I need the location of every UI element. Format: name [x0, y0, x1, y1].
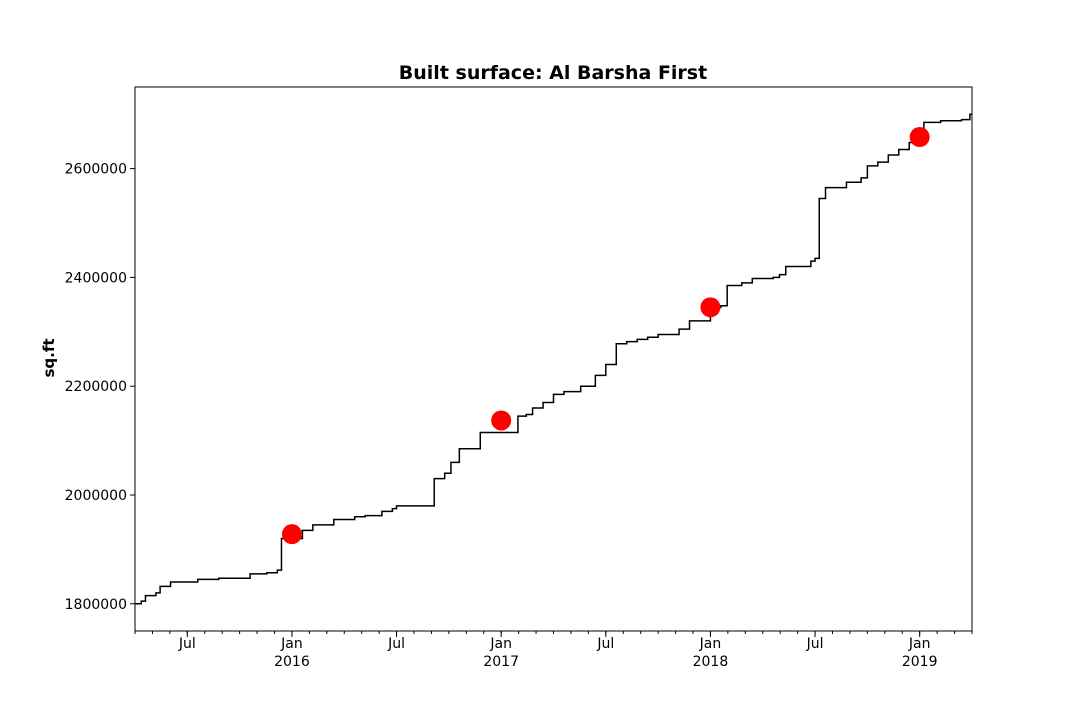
x-tick-label: Jan [908, 636, 931, 652]
y-tick-label: 2200000 [65, 379, 127, 395]
data-point-marker [909, 127, 930, 148]
x-tick-label: Jan [699, 636, 722, 652]
data-point-marker [700, 297, 721, 318]
x-tick-year-label: 2016 [274, 654, 310, 670]
y-axis-label: sq.ft [40, 338, 58, 377]
x-tick-label: Jul [178, 636, 196, 652]
series-layer [135, 113, 972, 605]
y-axis: 1800000 2000000 2200000 2400000 2600000 [65, 162, 135, 613]
x-tick-year-label: 2018 [693, 654, 729, 670]
x-tick-label: Jan [489, 636, 512, 652]
plot-frame [134, 86, 973, 632]
series-line [135, 113, 972, 605]
x-axis: Jul Jan 2016 Jul Jan 2017 Jul Jan 2018 Jul Jan 2019 [134, 631, 973, 670]
data-point-marker [491, 410, 512, 431]
chart-title: Built surface: Al Barsha First [399, 62, 707, 84]
y-tick-label: 2600000 [65, 162, 127, 178]
y-tick-label: 2400000 [65, 270, 127, 286]
y-tick-label: 2000000 [65, 488, 127, 504]
x-tick-label: Jul [806, 636, 824, 652]
x-tick-year-label: 2019 [902, 654, 938, 670]
x-tick-label: Jul [387, 636, 405, 652]
x-tick-year-label: 2017 [483, 654, 519, 670]
x-tick-label: Jul [596, 636, 614, 652]
marker-layer [281, 127, 930, 545]
x-tick-label: Jan [280, 636, 303, 652]
data-point-marker [281, 524, 302, 545]
y-tick-label: 1800000 [65, 597, 127, 613]
